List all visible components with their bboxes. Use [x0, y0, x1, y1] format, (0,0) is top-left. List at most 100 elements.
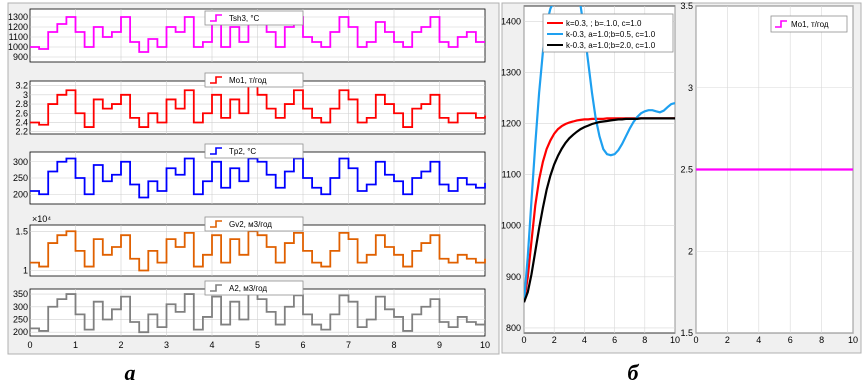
legend-label: Gv2, м3/год: [229, 220, 272, 229]
x-tick-label: 4: [209, 340, 214, 350]
y-tick-label: 2.5: [680, 165, 693, 175]
y-tick-label: 250: [13, 314, 28, 324]
y-tick-label: 1100: [502, 170, 521, 180]
y-tick-label: 250: [13, 173, 28, 183]
x-tick-label: 2: [725, 335, 730, 345]
legend-label: Mo1, т/год: [229, 76, 267, 85]
panel-b-right: 0 2 4 6 8 10 1.5 2 2.5 3 3.5 Mo1, т/год: [680, 1, 858, 345]
legend: Mo1, т/год: [770, 15, 848, 33]
axes-box: [523, 5, 676, 334]
x-tick-label: 6: [788, 335, 793, 345]
legend-box: [204, 72, 304, 88]
legend-label: k=0.3, ; b=.1.0, c=1.0: [566, 19, 642, 28]
subplot-4: 1 1.5 ×10⁴ Gv2, м3/год: [15, 214, 486, 277]
y-tick-label: 2.2: [15, 127, 28, 137]
series-line: [30, 230, 486, 272]
x-tick-label: 8: [819, 335, 824, 345]
legend-swatch: [210, 76, 222, 84]
legend-swatch: [210, 147, 222, 155]
caption-a: а: [125, 360, 136, 385]
y-tick-label: 1000: [501, 221, 521, 231]
legend-box: [204, 143, 304, 159]
y-tick-label: 350: [13, 289, 28, 299]
x-tick-label: 6: [300, 340, 305, 350]
x-tick-label: 8: [391, 340, 396, 350]
legend-label: Tsh3, °C: [229, 14, 260, 23]
legend-box: [204, 10, 304, 26]
y-tick-label: 200: [13, 189, 28, 199]
y-tick-label: 1.5: [680, 328, 693, 338]
x-tick-label: 0: [521, 335, 526, 345]
legend-box: [542, 13, 674, 53]
y-tick-label: 3: [688, 83, 693, 93]
y-tick-label: 1200: [501, 119, 521, 129]
y-tick-label: 300: [13, 302, 28, 312]
legend: Gv2, м3/год: [204, 216, 304, 232]
legend: Tp2, °C: [204, 143, 304, 159]
x-tick-label: 8: [642, 335, 647, 345]
y-tick-label: 1100: [9, 32, 28, 42]
x-tick-label: 4: [582, 335, 587, 345]
subplot-3: 200 250 300 Tp2, °C: [13, 143, 486, 205]
x-tick-label: 10: [848, 335, 858, 345]
y-tick-label: 1000: [8, 42, 28, 52]
y-tick-label: 1300: [8, 12, 28, 22]
x-tick-label: 10: [670, 335, 680, 345]
legend: A2, м3/год: [204, 280, 304, 296]
y-tick-label: 800: [506, 323, 521, 333]
x-tick-label: 10: [480, 340, 490, 350]
y-exponent-label: ×10⁴: [32, 214, 51, 224]
x-tick-label: 3: [164, 340, 169, 350]
series-line: [524, 117, 675, 303]
legend-label: k-0.3, a=1.0;b=2.0, c=1.0: [566, 41, 656, 50]
legend: Mo1, т/год: [204, 72, 304, 88]
x-tick-label: 0: [27, 340, 32, 350]
caption-b: б: [628, 360, 640, 385]
y-tick-label: 1400: [501, 16, 521, 26]
series-line: [30, 157, 486, 199]
y-tick-label: 2.8: [15, 99, 28, 109]
legend-box: [770, 15, 848, 33]
y-tick-label: 2.6: [15, 108, 28, 118]
legend: k=0.3, ; b=.1.0, c=1.0 k-0.3, a=1.0;b=0.5…: [542, 13, 674, 53]
subplot-2: 2.22.42.62.833.2 Mo1, т/год: [15, 72, 486, 137]
y-tick-label: 3.2: [15, 81, 28, 91]
series-line: [30, 291, 486, 334]
y-tick-label: 1.5: [15, 226, 28, 236]
legend-box: [204, 280, 304, 296]
y-tick-label: 2: [688, 246, 693, 256]
x-tick-label: 0: [693, 335, 698, 345]
legend-label: Tp2, °C: [229, 147, 256, 156]
x-tick-label: 6: [612, 335, 617, 345]
legend: Tsh3, °C: [204, 10, 304, 26]
x-tick-label: 4: [756, 335, 761, 345]
series-line: [30, 84, 486, 128]
x-tick-label: 5: [255, 340, 260, 350]
y-tick-label: 3.5: [680, 1, 693, 11]
y-tick-label: 900: [13, 52, 28, 62]
y-tick-label: 900: [506, 272, 521, 282]
legend-swatch: [210, 220, 222, 228]
legend-label: A2, м3/год: [229, 284, 267, 293]
legend-label: k-0.3, a=1.0;b=0.5, c=1.0: [566, 30, 656, 39]
y-tick-label: 300: [13, 157, 28, 167]
x-tick-label: 2: [552, 335, 557, 345]
y-tick-label: 200: [13, 327, 28, 337]
y-tick-label: 2.4: [15, 117, 28, 127]
legend-swatch: [210, 14, 222, 22]
x-tick-label: 1: [73, 340, 78, 350]
subplot-5: 200 250 300 350 A2, м3/год: [13, 280, 486, 337]
x-tick-label: 2: [118, 340, 123, 350]
x-tick-label: 7: [346, 340, 351, 350]
y-tick-label: 1300: [501, 67, 521, 77]
x-tick-label: 9: [437, 340, 442, 350]
legend-swatch: [210, 284, 222, 292]
legend-label: Mo1, т/год: [791, 20, 829, 29]
y-tick-label: 3: [23, 90, 28, 100]
y-tick-label: 1: [23, 266, 28, 276]
y-tick-label: 1200: [8, 22, 28, 32]
legend-box: [204, 216, 304, 232]
